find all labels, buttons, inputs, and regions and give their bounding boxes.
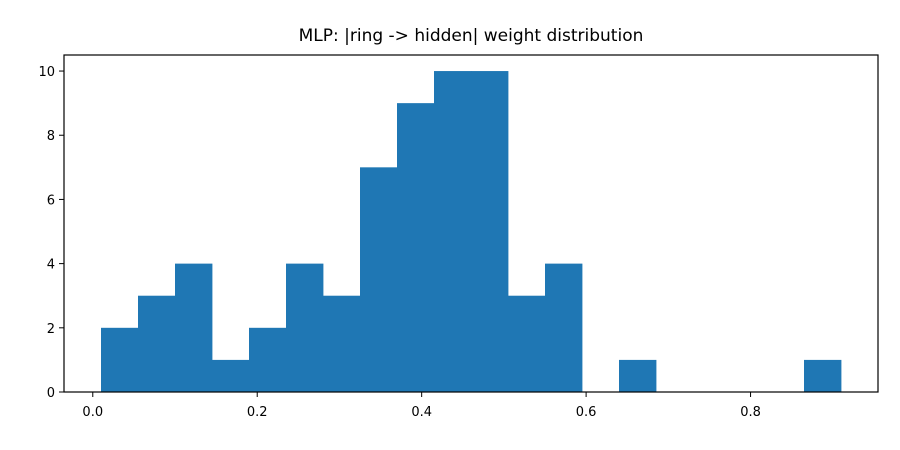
histogram-bar xyxy=(101,327,139,392)
y-tick-label: 2 xyxy=(47,322,55,337)
chart-title: MLP: |ring -> hidden| weight distributio… xyxy=(299,26,644,46)
x-axis-ticks: 0.0 0.2 0.4 0.6 0.8 xyxy=(82,392,761,420)
histogram-bar xyxy=(138,295,176,392)
y-axis-ticks: 0 2 4 6 8 10 xyxy=(38,65,64,401)
x-tick-label: 0.4 xyxy=(411,405,432,420)
x-tick-label: 0.6 xyxy=(576,405,597,420)
histogram-bar xyxy=(508,295,546,392)
histogram-bar xyxy=(434,71,472,393)
histogram-bar xyxy=(804,359,842,392)
histogram-bar xyxy=(545,263,583,392)
histogram-bar xyxy=(619,359,657,392)
y-tick-label: 0 xyxy=(47,386,55,401)
histogram-bar xyxy=(323,295,361,392)
histogram-bar xyxy=(397,103,435,392)
histogram-bar xyxy=(286,263,324,392)
y-tick-label: 8 xyxy=(47,129,55,144)
histogram-bar xyxy=(360,167,398,392)
plot-frame xyxy=(63,54,879,393)
histogram-bar xyxy=(175,263,213,392)
histogram-bar xyxy=(471,71,509,393)
y-tick-label: 4 xyxy=(47,258,55,273)
y-tick-label: 10 xyxy=(38,65,55,80)
histogram-bar xyxy=(212,359,250,392)
histogram-bar xyxy=(249,327,287,392)
x-tick-label: 0.0 xyxy=(82,405,103,420)
x-tick-label: 0.8 xyxy=(740,405,761,420)
x-tick-label: 0.2 xyxy=(247,405,268,420)
y-tick-label: 6 xyxy=(47,193,55,208)
bars-group xyxy=(101,71,842,393)
